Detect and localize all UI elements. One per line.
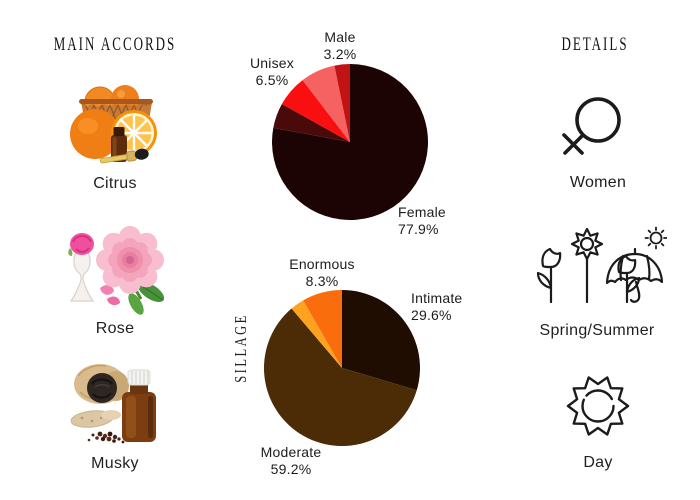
sillage-enormous-label: Enormous 8.3% [289, 256, 355, 289]
gender-male-label: Male 3.2% [323, 29, 357, 62]
rose-bloom-vase-photo [68, 226, 165, 315]
accord-label-musky: Musky [91, 455, 139, 472]
pie-slice-male [334, 64, 350, 142]
details-heading: DETAILS [561, 32, 629, 55]
loose-petals [100, 285, 120, 306]
detail-label-gender: Women [569, 174, 627, 191]
pipette-dropper [99, 148, 149, 164]
bud-vase [68, 233, 95, 302]
gender-female-label: Female 77.9% [398, 204, 446, 237]
pie-slice-unisex [281, 80, 350, 142]
detail-label-time: Day [583, 454, 613, 471]
sillage-intimate-label: Intimate 29.6% [411, 290, 463, 323]
flowers-umbrella-sun-icon [536, 226, 667, 304]
small-sun [644, 226, 667, 250]
gender-unisex-label: Unisex 6.5% [250, 55, 294, 88]
musk-pod [74, 364, 129, 404]
sillage-pie-chart [264, 290, 420, 446]
accord-label-rose: Rose [95, 320, 135, 337]
left-tulip [536, 247, 562, 304]
pie-slice-intimate [342, 290, 420, 391]
pie-slice-unlabeled [291, 300, 342, 368]
sillage-moderate-label: Moderate 59.2% [260, 444, 322, 477]
female-symbol-icon [562, 97, 621, 155]
main-accords-heading: MAIN ACCORDS [53, 32, 177, 55]
musk-pod-bottle-photo [70, 364, 156, 444]
detail-label-season: Spring/Summer [539, 322, 655, 339]
beach-umbrella [605, 247, 664, 303]
pie-slice-female [272, 64, 428, 220]
whole-orange [70, 109, 120, 159]
pie-slice-moderate [264, 308, 417, 446]
sunflower [570, 227, 604, 304]
gender-pie-chart [272, 64, 428, 220]
musk-grains [87, 431, 125, 444]
pie-slice-unlabeled [302, 65, 350, 142]
pie-slice-unlabeled [273, 103, 350, 142]
sillage-axis-label: SILLAGE [231, 313, 251, 383]
sun-icon [566, 376, 630, 436]
amber-stone [70, 410, 121, 428]
rose-bloom [96, 226, 165, 315]
pie-slice-enormous [303, 290, 342, 368]
musk-bottle [122, 369, 156, 442]
accord-label-citrus: Citrus [93, 175, 137, 192]
citrus-oranges-basket-photo [70, 85, 157, 164]
